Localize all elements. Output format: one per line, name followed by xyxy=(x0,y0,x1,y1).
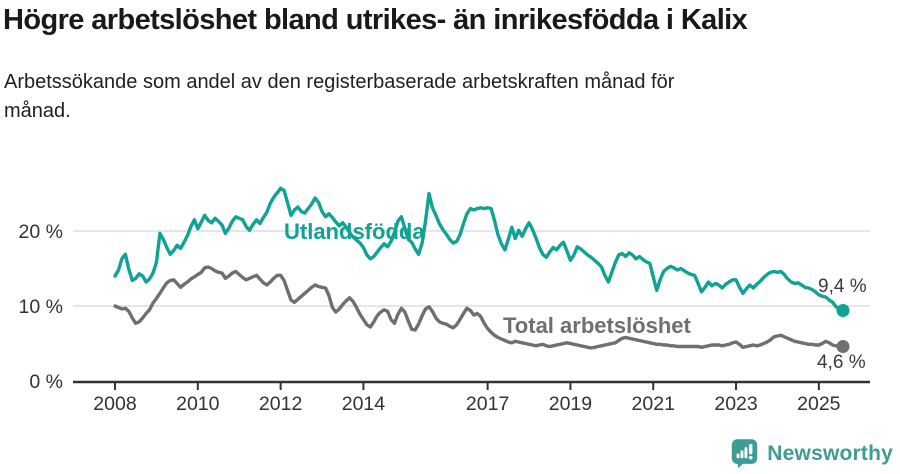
end-value-label-total: 4,6 % xyxy=(817,352,866,373)
newsworthy-logo: Newsworthy xyxy=(731,438,893,469)
page-title: Högre arbetslöshet bland utrikes- än inr… xyxy=(3,4,748,36)
end-value-label-utlandsfodda: 9,4 % xyxy=(818,276,867,297)
x-tick-label: 2021 xyxy=(632,393,675,415)
series-end-dot-0 xyxy=(836,304,850,317)
x-tick-label: 2017 xyxy=(466,393,509,415)
series-line-0 xyxy=(113,186,845,313)
x-tick-label: 2019 xyxy=(549,393,592,415)
y-tick-label: 0 % xyxy=(29,371,63,393)
y-tick-label: 10 % xyxy=(19,296,63,318)
x-tick-label: 2010 xyxy=(176,393,220,415)
series-line-1 xyxy=(113,265,845,350)
series-end-dot-1 xyxy=(836,340,850,353)
x-tick-label: 2025 xyxy=(797,393,841,415)
y-tick-label: 20 % xyxy=(19,221,63,243)
page-subtitle: Arbetssökande som andel av den registerb… xyxy=(4,71,675,122)
series-label-utlandsfodda: Utlandsfödda xyxy=(284,219,425,244)
x-tick-label: 2014 xyxy=(342,393,386,415)
x-tick-label: 2012 xyxy=(259,393,302,415)
bar-chart-speech-bubble-icon xyxy=(732,439,758,469)
series-label-total-arbetsloshet: Total arbetslöshet xyxy=(503,313,691,338)
brand-name: Newsworthy xyxy=(767,441,893,465)
x-tick-label: 2008 xyxy=(93,393,136,415)
x-tick-label: 2023 xyxy=(714,393,757,415)
